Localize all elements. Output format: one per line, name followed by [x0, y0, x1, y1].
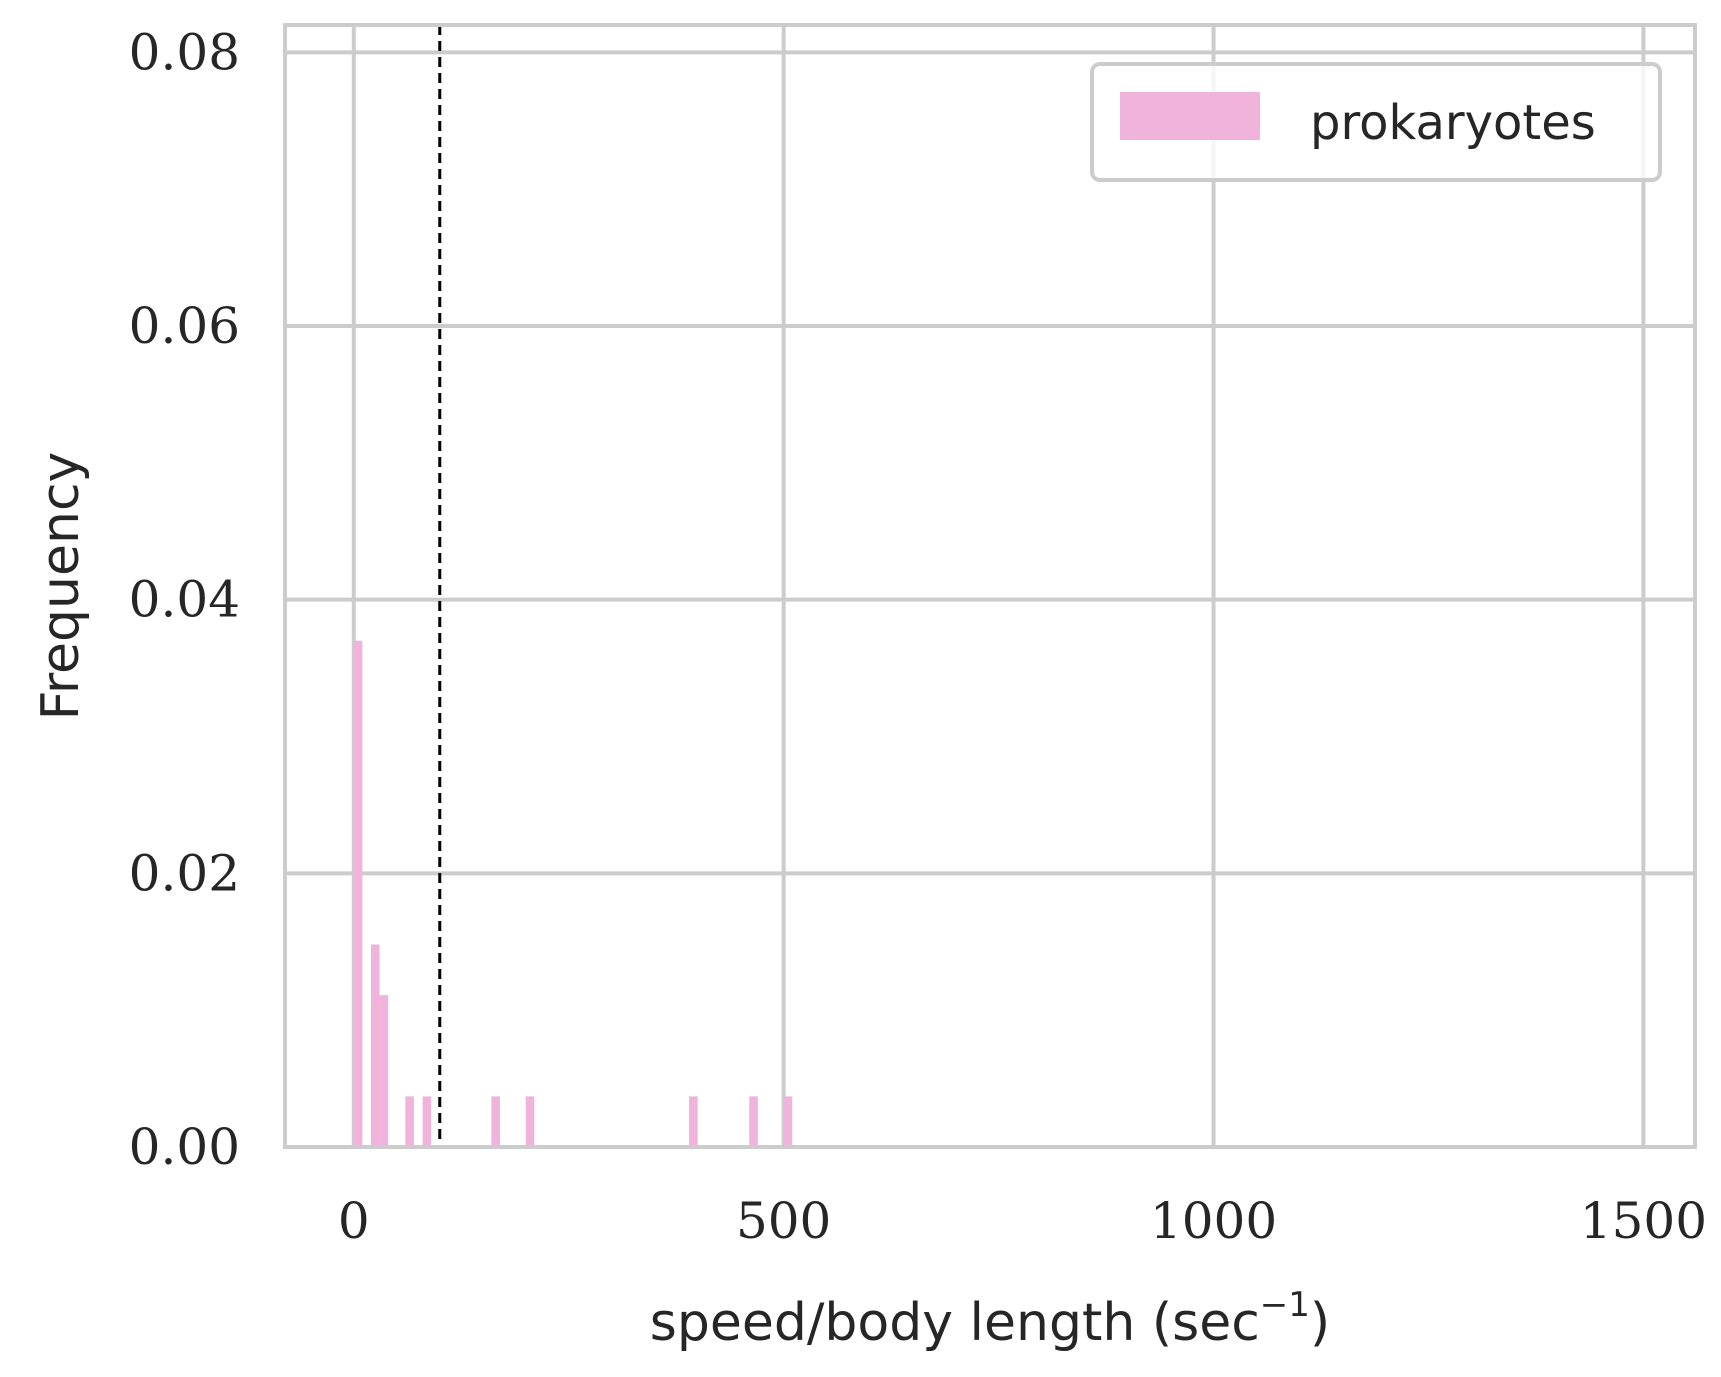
histogram-bars: [353, 640, 793, 1147]
x-tick-label-0: 0: [338, 1192, 370, 1250]
histogram-bar-8: [749, 1096, 758, 1147]
plot-frame: [283, 23, 1697, 1149]
histogram-bar-2: [379, 995, 389, 1147]
y-tick-label-1: 0.02: [129, 844, 240, 902]
legend: prokaryotes: [1090, 62, 1662, 182]
y-tick-label-4: 0.08: [129, 23, 240, 81]
y-tick-label-3: 0.06: [129, 297, 240, 355]
x-axis-label: speed/body length (sec−1): [650, 1285, 1330, 1353]
legend-label: prokaryotes: [1310, 95, 1596, 151]
y-tick-label-0: 0.00: [129, 1118, 240, 1176]
histogram-bar-1: [370, 944, 380, 1147]
x-axis-label-exponent: −1: [1260, 1285, 1310, 1325]
histogram-bar-3: [405, 1096, 414, 1147]
x-tick-label-3: 1500: [1580, 1192, 1707, 1250]
y-tick-labels: 0.00 0.02 0.04 0.06 0.08: [129, 23, 240, 1176]
histogram-bar-7: [689, 1096, 698, 1147]
y-tick-label-2: 0.04: [129, 571, 240, 629]
x-axis-label-main: speed/body length (sec: [650, 1293, 1260, 1353]
x-tick-labels: 0 500 1000 1500: [338, 1192, 1707, 1250]
plot-background: [285, 25, 1695, 1147]
y-axis-label: Frequency: [31, 452, 91, 721]
x-axis-label-close: ): [1310, 1293, 1330, 1353]
x-tick-label-1: 500: [736, 1192, 831, 1250]
histogram-bar-9: [783, 1096, 793, 1147]
histogram-bar-6: [525, 1096, 535, 1147]
histogram-bar-0: [353, 640, 363, 1147]
histogram-bar-5: [491, 1096, 500, 1147]
histogram-bar-4: [422, 1096, 432, 1147]
x-tick-label-2: 1000: [1150, 1192, 1277, 1250]
legend-swatch: [1120, 92, 1260, 140]
